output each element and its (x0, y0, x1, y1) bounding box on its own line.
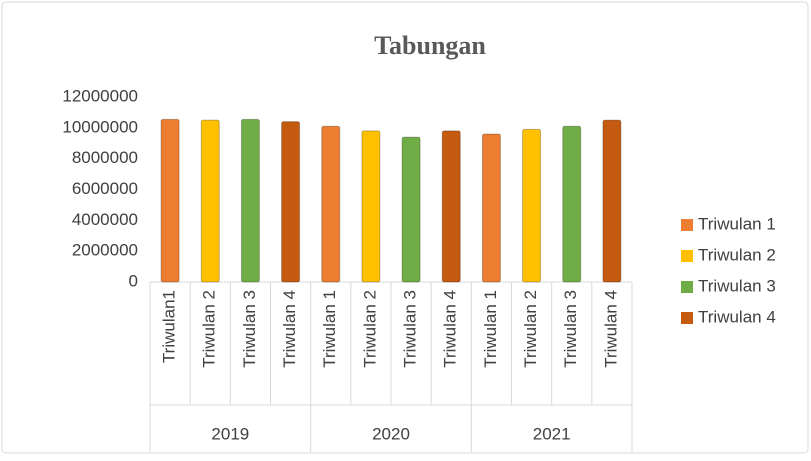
y-tick-label: 12000000 (62, 86, 138, 105)
bar (522, 128, 542, 283)
y-tick-label: 8000000 (72, 148, 138, 167)
bar (240, 118, 260, 283)
x-tick-label: Triwulan 1 (320, 290, 339, 368)
bar (562, 125, 582, 283)
bar (401, 136, 421, 283)
group-label: 2021 (533, 424, 571, 443)
legend-swatch (681, 219, 693, 231)
bar (361, 130, 381, 283)
legend-swatch (681, 281, 693, 293)
legend-swatch (681, 250, 693, 262)
x-tick-label: Triwulan 1 (481, 290, 500, 368)
legend-label: Triwulan 2 (698, 245, 776, 264)
y-tick-label: 10000000 (62, 117, 138, 136)
x-tick-label: Triwulan 2 (360, 290, 379, 368)
y-tick-label: 2000000 (72, 241, 138, 260)
x-tick-label: Triwulan 3 (401, 290, 420, 368)
group-label: 2020 (372, 424, 410, 443)
x-tick-label: Triwulan 4 (441, 290, 460, 368)
x-tick-label: Triwulan 2 (200, 290, 219, 368)
x-tick-label: Triwulan 2 (521, 290, 540, 368)
bar (281, 121, 301, 283)
group-label: 2019 (211, 424, 249, 443)
bar (441, 130, 461, 283)
chart-title: Tabungan (374, 31, 486, 60)
legend-label: Triwulan 1 (698, 214, 776, 233)
y-tick-label: 0 (129, 271, 138, 290)
x-tick-label: Triwulan 3 (561, 290, 580, 368)
bar (160, 118, 180, 283)
bar (481, 133, 501, 283)
legend-label: Triwulan 4 (698, 307, 776, 326)
x-tick-label: Triwulan1 (160, 290, 179, 363)
x-tick-label: Triwulan 3 (240, 290, 259, 368)
legend-label: Triwulan 3 (698, 276, 776, 295)
bar (602, 119, 622, 283)
y-tick-label: 4000000 (72, 210, 138, 229)
x-tick-label: Triwulan 4 (601, 290, 620, 368)
bar (200, 119, 220, 283)
bar (321, 125, 341, 283)
x-tick-label: Triwulan 4 (280, 290, 299, 368)
legend-swatch (681, 312, 693, 324)
y-tick-label: 6000000 (72, 179, 138, 198)
